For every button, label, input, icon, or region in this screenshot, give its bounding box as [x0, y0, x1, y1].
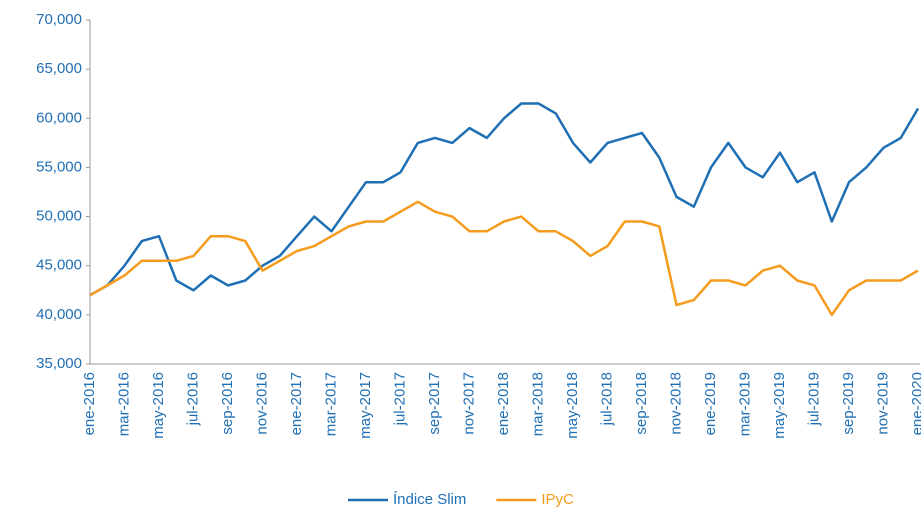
- y-tick-label: 65,000: [36, 60, 82, 77]
- x-tick-label: jul-2018: [598, 372, 615, 426]
- x-tick-label: may-2017: [357, 372, 374, 439]
- y-tick-label: 60,000: [36, 109, 82, 126]
- x-tick-label: may-2018: [564, 372, 581, 439]
- x-tick-label: mar-2019: [736, 372, 753, 436]
- x-tick-label: sep-2017: [426, 372, 443, 435]
- y-tick-label: 45,000: [36, 257, 82, 274]
- x-tick-label: jul-2017: [391, 372, 408, 426]
- x-tick-label: nov-2017: [460, 372, 477, 435]
- series-line: [89, 200, 919, 317]
- x-tick-label: mar-2017: [322, 372, 339, 436]
- x-tick-label: jul-2016: [184, 372, 201, 426]
- y-tick-label: 70,000: [36, 11, 82, 28]
- legend-label: Índice Slim: [393, 491, 466, 508]
- x-tick-label: ene-2016: [81, 372, 98, 435]
- x-tick-label: sep-2019: [840, 372, 857, 435]
- x-tick-label: nov-2016: [253, 372, 270, 435]
- x-tick-label: sep-2018: [633, 372, 650, 435]
- y-tick-label: 50,000: [36, 208, 82, 225]
- x-tick-label: mar-2016: [115, 372, 132, 436]
- y-tick-label: 35,000: [36, 355, 82, 372]
- y-tick-label: 40,000: [36, 306, 82, 323]
- y-tick-label: 55,000: [36, 158, 82, 175]
- x-tick-label: ene-2017: [288, 372, 305, 435]
- x-tick-label: nov-2019: [874, 372, 891, 435]
- x-tick-label: ene-2018: [495, 372, 512, 435]
- legend-label: IPyC: [541, 491, 574, 508]
- x-tick-label: ene-2019: [702, 372, 719, 435]
- x-tick-label: nov-2018: [667, 372, 684, 435]
- x-tick-label: may-2016: [150, 372, 167, 439]
- x-tick-label: may-2019: [771, 372, 788, 439]
- x-tick-label: sep-2016: [219, 372, 236, 435]
- x-tick-label: ene-2020: [909, 372, 921, 435]
- x-tick-label: mar-2018: [529, 372, 546, 436]
- series-line: [89, 102, 920, 297]
- x-tick-label: jul-2019: [805, 372, 822, 426]
